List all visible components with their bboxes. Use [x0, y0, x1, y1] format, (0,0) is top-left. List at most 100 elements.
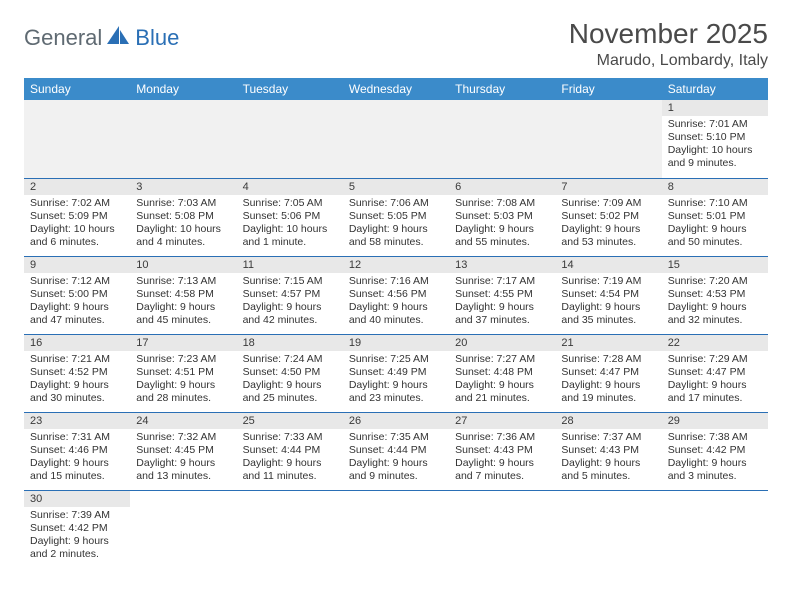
day-number: 27 — [449, 413, 555, 429]
calendar-cell: 1Sunrise: 7:01 AMSunset: 5:10 PMDaylight… — [662, 100, 768, 178]
day-data: Sunrise: 7:06 AMSunset: 5:05 PMDaylight:… — [343, 195, 449, 254]
col-monday: Monday — [130, 78, 236, 100]
day-number: 1 — [662, 100, 768, 116]
calendar-cell — [130, 100, 236, 178]
day-data: Sunrise: 7:16 AMSunset: 4:56 PMDaylight:… — [343, 273, 449, 332]
logo-text-general: General — [24, 25, 102, 51]
calendar-cell — [24, 100, 130, 178]
calendar-cell: 8Sunrise: 7:10 AMSunset: 5:01 PMDaylight… — [662, 178, 768, 256]
day-number: 7 — [555, 179, 661, 195]
calendar-cell: 28Sunrise: 7:37 AMSunset: 4:43 PMDayligh… — [555, 412, 661, 490]
calendar-cell: 21Sunrise: 7:28 AMSunset: 4:47 PMDayligh… — [555, 334, 661, 412]
calendar-cell — [130, 490, 236, 568]
calendar-cell: 22Sunrise: 7:29 AMSunset: 4:47 PMDayligh… — [662, 334, 768, 412]
calendar-cell — [449, 100, 555, 178]
col-sunday: Sunday — [24, 78, 130, 100]
calendar-cell: 29Sunrise: 7:38 AMSunset: 4:42 PMDayligh… — [662, 412, 768, 490]
day-data: Sunrise: 7:27 AMSunset: 4:48 PMDaylight:… — [449, 351, 555, 410]
day-number: 16 — [24, 335, 130, 351]
day-data: Sunrise: 7:25 AMSunset: 4:49 PMDaylight:… — [343, 351, 449, 410]
day-data: Sunrise: 7:31 AMSunset: 4:46 PMDaylight:… — [24, 429, 130, 488]
calendar-cell: 30Sunrise: 7:39 AMSunset: 4:42 PMDayligh… — [24, 490, 130, 568]
day-data: Sunrise: 7:01 AMSunset: 5:10 PMDaylight:… — [662, 116, 768, 175]
calendar-cell: 25Sunrise: 7:33 AMSunset: 4:44 PMDayligh… — [237, 412, 343, 490]
day-data: Sunrise: 7:37 AMSunset: 4:43 PMDaylight:… — [555, 429, 661, 488]
day-data: Sunrise: 7:39 AMSunset: 4:42 PMDaylight:… — [24, 507, 130, 566]
calendar-table: Sunday Monday Tuesday Wednesday Thursday… — [24, 78, 768, 568]
day-data: Sunrise: 7:10 AMSunset: 5:01 PMDaylight:… — [662, 195, 768, 254]
calendar-cell: 17Sunrise: 7:23 AMSunset: 4:51 PMDayligh… — [130, 334, 236, 412]
calendar-cell: 27Sunrise: 7:36 AMSunset: 4:43 PMDayligh… — [449, 412, 555, 490]
day-header-row: Sunday Monday Tuesday Wednesday Thursday… — [24, 78, 768, 100]
calendar-cell: 26Sunrise: 7:35 AMSunset: 4:44 PMDayligh… — [343, 412, 449, 490]
day-data: Sunrise: 7:17 AMSunset: 4:55 PMDaylight:… — [449, 273, 555, 332]
day-data: Sunrise: 7:12 AMSunset: 5:00 PMDaylight:… — [24, 273, 130, 332]
day-number: 18 — [237, 335, 343, 351]
day-number: 21 — [555, 335, 661, 351]
calendar-cell: 23Sunrise: 7:31 AMSunset: 4:46 PMDayligh… — [24, 412, 130, 490]
day-data: Sunrise: 7:19 AMSunset: 4:54 PMDaylight:… — [555, 273, 661, 332]
day-data: Sunrise: 7:21 AMSunset: 4:52 PMDaylight:… — [24, 351, 130, 410]
col-saturday: Saturday — [662, 78, 768, 100]
calendar-cell — [555, 100, 661, 178]
day-number: 17 — [130, 335, 236, 351]
day-data: Sunrise: 7:29 AMSunset: 4:47 PMDaylight:… — [662, 351, 768, 410]
day-data: Sunrise: 7:08 AMSunset: 5:03 PMDaylight:… — [449, 195, 555, 254]
calendar-cell — [343, 100, 449, 178]
calendar-cell: 15Sunrise: 7:20 AMSunset: 4:53 PMDayligh… — [662, 256, 768, 334]
calendar-cell: 9Sunrise: 7:12 AMSunset: 5:00 PMDaylight… — [24, 256, 130, 334]
calendar-cell: 13Sunrise: 7:17 AMSunset: 4:55 PMDayligh… — [449, 256, 555, 334]
day-number: 25 — [237, 413, 343, 429]
day-number: 26 — [343, 413, 449, 429]
calendar-cell: 7Sunrise: 7:09 AMSunset: 5:02 PMDaylight… — [555, 178, 661, 256]
calendar-cell — [555, 490, 661, 568]
day-number: 12 — [343, 257, 449, 273]
calendar-cell: 14Sunrise: 7:19 AMSunset: 4:54 PMDayligh… — [555, 256, 661, 334]
calendar-cell: 6Sunrise: 7:08 AMSunset: 5:03 PMDaylight… — [449, 178, 555, 256]
day-number: 2 — [24, 179, 130, 195]
calendar-cell: 18Sunrise: 7:24 AMSunset: 4:50 PMDayligh… — [237, 334, 343, 412]
day-data: Sunrise: 7:13 AMSunset: 4:58 PMDaylight:… — [130, 273, 236, 332]
calendar-cell: 4Sunrise: 7:05 AMSunset: 5:06 PMDaylight… — [237, 178, 343, 256]
day-data: Sunrise: 7:38 AMSunset: 4:42 PMDaylight:… — [662, 429, 768, 488]
day-number: 15 — [662, 257, 768, 273]
calendar-cell: 19Sunrise: 7:25 AMSunset: 4:49 PMDayligh… — [343, 334, 449, 412]
day-data: Sunrise: 7:09 AMSunset: 5:02 PMDaylight:… — [555, 195, 661, 254]
calendar-row: 9Sunrise: 7:12 AMSunset: 5:00 PMDaylight… — [24, 256, 768, 334]
calendar-row: 23Sunrise: 7:31 AMSunset: 4:46 PMDayligh… — [24, 412, 768, 490]
day-number: 24 — [130, 413, 236, 429]
day-number: 23 — [24, 413, 130, 429]
calendar-cell: 16Sunrise: 7:21 AMSunset: 4:52 PMDayligh… — [24, 334, 130, 412]
day-number: 9 — [24, 257, 130, 273]
day-number: 22 — [662, 335, 768, 351]
title-block: November 2025 Marudo, Lombardy, Italy — [569, 18, 768, 70]
logo-text-blue: Blue — [135, 25, 179, 51]
day-data: Sunrise: 7:15 AMSunset: 4:57 PMDaylight:… — [237, 273, 343, 332]
calendar-cell: 12Sunrise: 7:16 AMSunset: 4:56 PMDayligh… — [343, 256, 449, 334]
day-data: Sunrise: 7:20 AMSunset: 4:53 PMDaylight:… — [662, 273, 768, 332]
calendar-cell: 5Sunrise: 7:06 AMSunset: 5:05 PMDaylight… — [343, 178, 449, 256]
col-thursday: Thursday — [449, 78, 555, 100]
day-data: Sunrise: 7:36 AMSunset: 4:43 PMDaylight:… — [449, 429, 555, 488]
day-number: 28 — [555, 413, 661, 429]
col-tuesday: Tuesday — [237, 78, 343, 100]
calendar-cell — [662, 490, 768, 568]
calendar-cell — [449, 490, 555, 568]
day-number: 8 — [662, 179, 768, 195]
day-number: 10 — [130, 257, 236, 273]
day-number: 6 — [449, 179, 555, 195]
day-number: 13 — [449, 257, 555, 273]
logo: General Blue — [24, 18, 179, 51]
day-number: 11 — [237, 257, 343, 273]
day-data: Sunrise: 7:33 AMSunset: 4:44 PMDaylight:… — [237, 429, 343, 488]
calendar-cell — [343, 490, 449, 568]
calendar-cell: 20Sunrise: 7:27 AMSunset: 4:48 PMDayligh… — [449, 334, 555, 412]
calendar-row: 16Sunrise: 7:21 AMSunset: 4:52 PMDayligh… — [24, 334, 768, 412]
calendar-cell: 3Sunrise: 7:03 AMSunset: 5:08 PMDaylight… — [130, 178, 236, 256]
calendar-row: 2Sunrise: 7:02 AMSunset: 5:09 PMDaylight… — [24, 178, 768, 256]
day-number: 5 — [343, 179, 449, 195]
calendar-cell: 2Sunrise: 7:02 AMSunset: 5:09 PMDaylight… — [24, 178, 130, 256]
month-title: November 2025 — [569, 18, 768, 50]
day-number: 20 — [449, 335, 555, 351]
day-number: 19 — [343, 335, 449, 351]
